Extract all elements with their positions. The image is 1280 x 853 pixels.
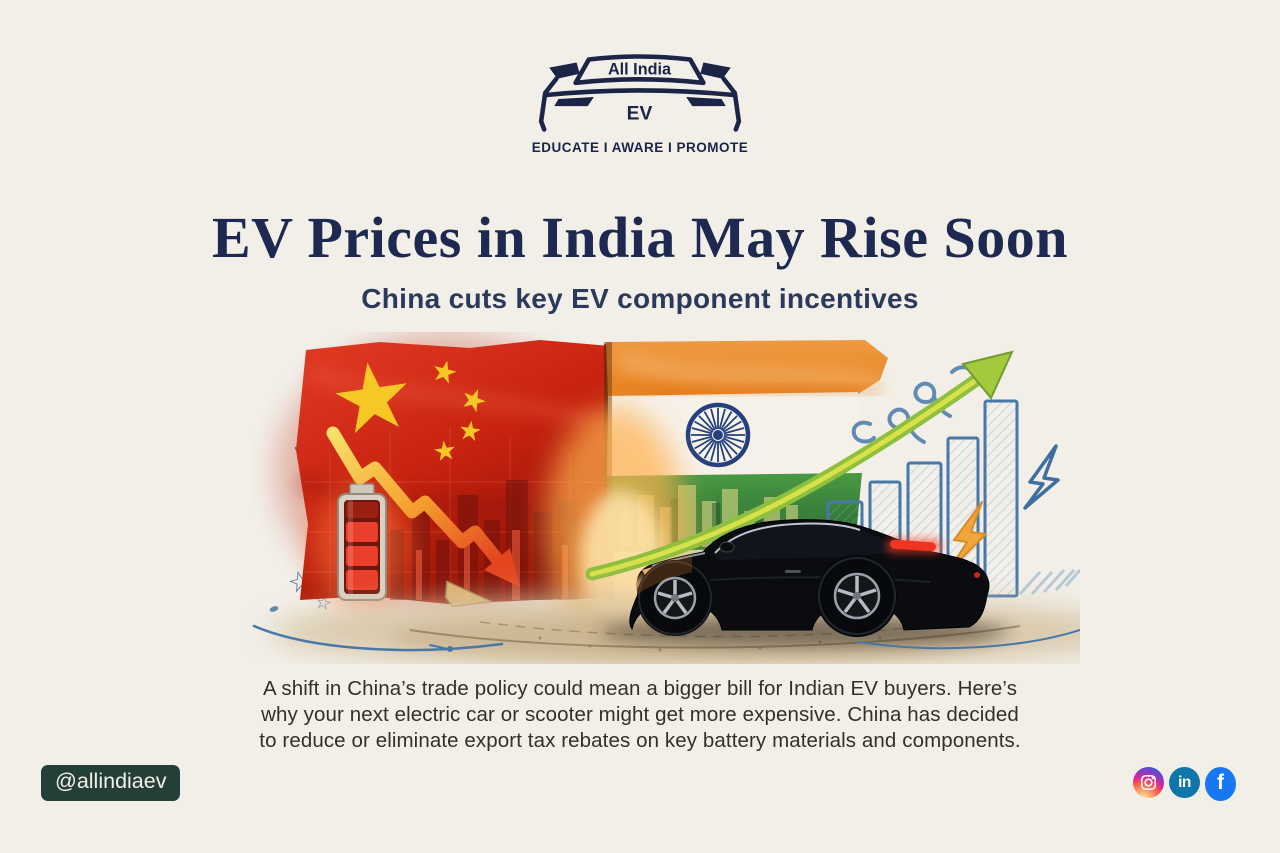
falling-trend-arrow <box>326 426 520 587</box>
lightning-bolt-blue <box>1023 444 1060 510</box>
brand-logo: All India EV EDUCATE I AWARE I PROMOTE <box>510 52 770 155</box>
social-icons: in f <box>1133 767 1236 801</box>
logo-tagline: EDUCATE I AWARE I PROMOTE <box>531 140 749 155</box>
linkedin-icon: in <box>1169 767 1200 798</box>
side-mirror <box>719 541 735 553</box>
car-windows <box>712 522 904 560</box>
door-handle <box>785 570 801 573</box>
warm-reflection <box>636 555 692 594</box>
taillight <box>886 538 980 578</box>
sketch-swirls <box>252 624 1080 652</box>
facebook-label: f <box>1217 770 1224 794</box>
front-wheel <box>637 560 713 636</box>
svg-text:★: ★ <box>456 414 484 447</box>
low-battery-icon <box>314 483 410 609</box>
china-flag: ★ ★ ★ ★ ★ <box>275 332 615 612</box>
social-handle-badge: @allindiaev <box>41 765 181 801</box>
instagram-icon <box>1133 767 1164 798</box>
body-text: A shift in China’s trade policy could me… <box>0 676 1280 754</box>
rising-trend-arrow <box>585 350 1014 581</box>
subheadline: China cuts key EV component incentives <box>361 283 919 314</box>
ashoka-chakra <box>685 402 751 468</box>
car-logo-icon: All India EV <box>538 54 742 132</box>
body-line: why your next electric car or scooter mi… <box>261 703 1019 726</box>
logo-ev-text: EV <box>627 103 653 124</box>
headline: EV Prices in India May Rise Soon <box>211 205 1068 270</box>
hatch-marks <box>1018 568 1080 596</box>
body-line: to reduce or eliminate export tax rebate… <box>259 729 1021 752</box>
svg-text:★: ★ <box>431 434 459 467</box>
body-line: A shift in China’s trade policy could me… <box>262 677 1018 700</box>
facebook-icon: f <box>1205 767 1236 801</box>
black-ev-sedan <box>600 519 1010 647</box>
logo-brand-text: All India <box>608 61 672 79</box>
rear-wheel <box>816 555 898 637</box>
illustration: ☆ ☆ ★ ★ ★ ★ ★ <box>252 332 1080 664</box>
linkedin-label: in <box>1178 773 1191 791</box>
